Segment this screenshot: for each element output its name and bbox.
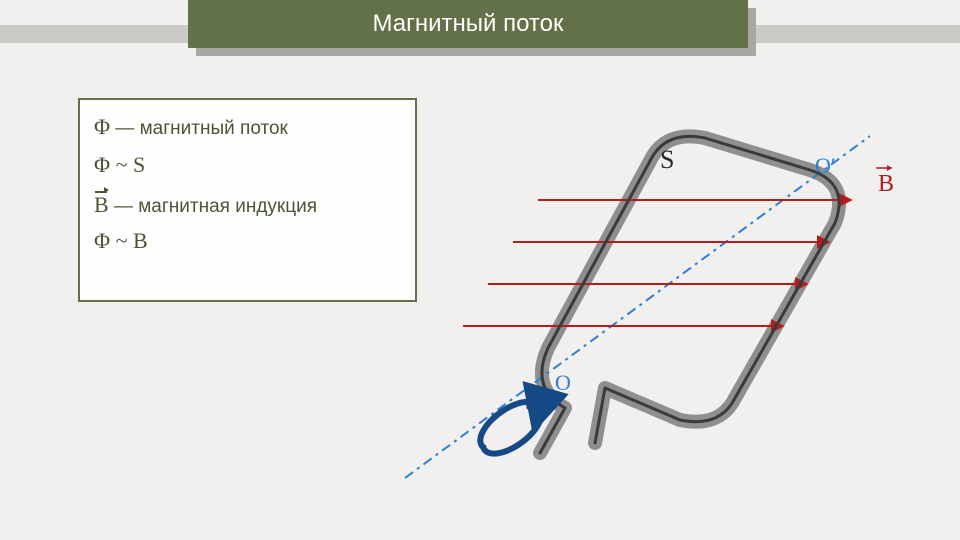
o-prime-label: O′ — [815, 153, 836, 178]
page-title: Магнитный поток — [188, 0, 748, 48]
svg-text:B: B — [878, 171, 894, 197]
o-label: O — [555, 370, 571, 395]
diagram-svg: S B O O′ — [0, 48, 960, 540]
b-vector-label: B — [876, 165, 894, 197]
s-label: S — [660, 145, 674, 174]
